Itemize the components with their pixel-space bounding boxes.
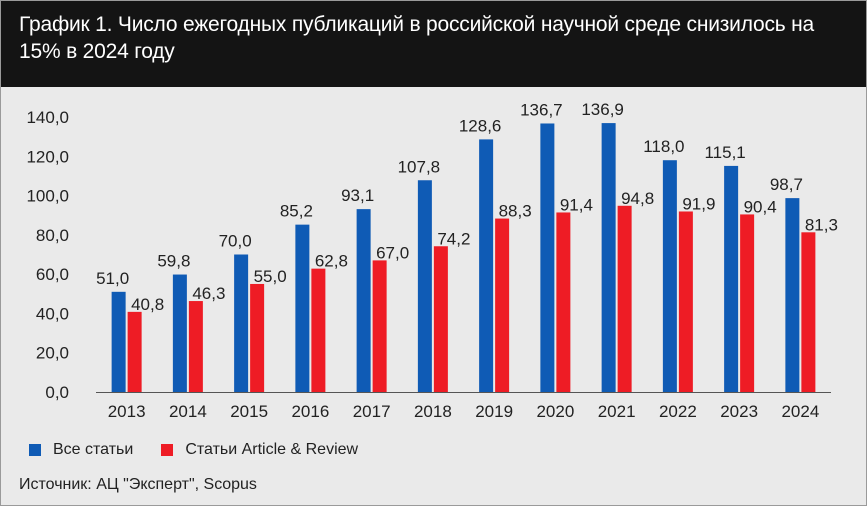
value-label-article-review: 67,0 bbox=[376, 243, 409, 262]
bar-all-articles bbox=[479, 139, 494, 392]
title-bar: График 1. Число ежегодных публикаций в р… bbox=[1, 1, 866, 87]
bar-article-review bbox=[556, 212, 571, 392]
bar-article-review bbox=[372, 260, 387, 392]
legend: Все статьи Статьи Article & Review bbox=[29, 439, 386, 461]
x-tick-label: 2023 bbox=[720, 402, 758, 421]
value-label-article-review: 88,3 bbox=[499, 202, 532, 221]
value-label-article-review: 94,8 bbox=[621, 189, 654, 208]
value-label-all-articles: 115,1 bbox=[704, 143, 745, 162]
bar-all-articles bbox=[234, 254, 249, 392]
value-label-all-articles: 93,1 bbox=[341, 186, 374, 205]
bar-article-review bbox=[433, 246, 448, 392]
y-tick-label: 120,0 bbox=[26, 147, 69, 166]
legend-item-article-review: Статьи Article & Review bbox=[161, 441, 358, 459]
x-tick-label: 2014 bbox=[169, 402, 207, 421]
value-label-article-review: 62,8 bbox=[315, 252, 348, 271]
y-tick-label: 20,0 bbox=[36, 344, 69, 363]
value-label-all-articles: 98,7 bbox=[770, 175, 803, 194]
value-label-article-review: 46,3 bbox=[192, 284, 225, 303]
x-tick-label: 2020 bbox=[536, 402, 574, 421]
y-axis: 0,0 20,0 40,0 60,0 80,0 100,0 120,0 140,0 bbox=[26, 108, 831, 402]
bar-all-articles bbox=[172, 274, 187, 392]
bar-article-review bbox=[127, 311, 142, 392]
bar-article-review bbox=[801, 232, 816, 392]
x-tick-label: 2016 bbox=[291, 402, 329, 421]
x-tick-label: 2017 bbox=[353, 402, 391, 421]
bar-article-review bbox=[250, 283, 265, 392]
value-label-all-articles: 136,7 bbox=[520, 100, 563, 119]
value-label-article-review: 81,3 bbox=[805, 215, 838, 234]
bar-all-articles bbox=[417, 180, 432, 392]
legend-label-article-review: Статьи Article & Review bbox=[185, 441, 359, 458]
y-tick-label: 80,0 bbox=[36, 226, 69, 245]
value-label-article-review: 55,0 bbox=[254, 267, 287, 286]
x-tick-label: 2015 bbox=[230, 402, 268, 421]
chart-title: График 1. Число ежегодных публикаций в р… bbox=[19, 13, 815, 63]
value-label-all-articles: 70,0 bbox=[219, 232, 252, 251]
bar-all-articles bbox=[111, 291, 126, 392]
legend-swatch-all bbox=[29, 444, 41, 456]
bar-article-review bbox=[188, 301, 203, 392]
bar-article-review bbox=[495, 218, 510, 392]
bar-article-review bbox=[678, 211, 693, 392]
value-label-all-articles: 107,8 bbox=[398, 157, 441, 176]
value-label-article-review: 74,2 bbox=[437, 229, 470, 248]
value-label-all-articles: 51,0 bbox=[96, 269, 129, 288]
value-label-article-review: 91,9 bbox=[682, 194, 715, 213]
y-tick-label: 40,0 bbox=[36, 304, 69, 323]
x-tick-label: 2013 bbox=[108, 402, 146, 421]
bar-all-articles bbox=[295, 224, 310, 392]
value-label-all-articles: 118,0 bbox=[643, 137, 684, 156]
value-label-all-articles: 136,9 bbox=[581, 100, 624, 119]
x-axis: 2013 2014 2015 2016 2017 2018 2019 2020 2021 2022… bbox=[108, 402, 820, 421]
legend-swatch-article-review bbox=[161, 444, 174, 456]
legend-label-all: Все статьи bbox=[53, 441, 134, 458]
bar-all-articles bbox=[662, 160, 677, 392]
source-note: Источник: АЦ "Эксперт", Scopus bbox=[19, 476, 257, 493]
bar-article-review bbox=[311, 268, 326, 392]
value-label-all-articles: 59,8 bbox=[157, 252, 190, 271]
x-tick-label: 2019 bbox=[475, 402, 513, 421]
legend-item-all: Все статьи bbox=[29, 441, 133, 459]
bar-all-articles bbox=[540, 123, 555, 392]
x-tick-label: 2024 bbox=[781, 402, 819, 421]
x-tick-label: 2021 bbox=[598, 402, 636, 421]
value-label-article-review: 90,4 bbox=[744, 197, 777, 216]
y-tick-label: 0,0 bbox=[45, 383, 69, 402]
y-tick-label: 100,0 bbox=[26, 187, 69, 206]
x-tick-label: 2022 bbox=[659, 402, 697, 421]
bar-all-articles bbox=[724, 165, 739, 392]
bar-all-articles bbox=[601, 123, 616, 392]
y-tick-label: 140,0 bbox=[26, 108, 69, 127]
y-tick-label: 60,0 bbox=[36, 265, 69, 284]
bars: 51,040,8 59,846,3 70,055,0 85,2 62,8 93,1 67,0… bbox=[96, 100, 838, 392]
value-label-article-review: 40,8 bbox=[131, 295, 164, 314]
bar-all-articles bbox=[785, 198, 800, 392]
value-label-article-review: 91,4 bbox=[560, 195, 593, 214]
value-label-all-articles: 85,2 bbox=[280, 202, 313, 221]
bar-article-review bbox=[740, 214, 755, 392]
bar-all-articles bbox=[356, 209, 371, 392]
value-label-all-articles: 128,6 bbox=[459, 116, 502, 135]
x-tick-label: 2018 bbox=[414, 402, 452, 421]
bar-article-review bbox=[617, 205, 632, 392]
